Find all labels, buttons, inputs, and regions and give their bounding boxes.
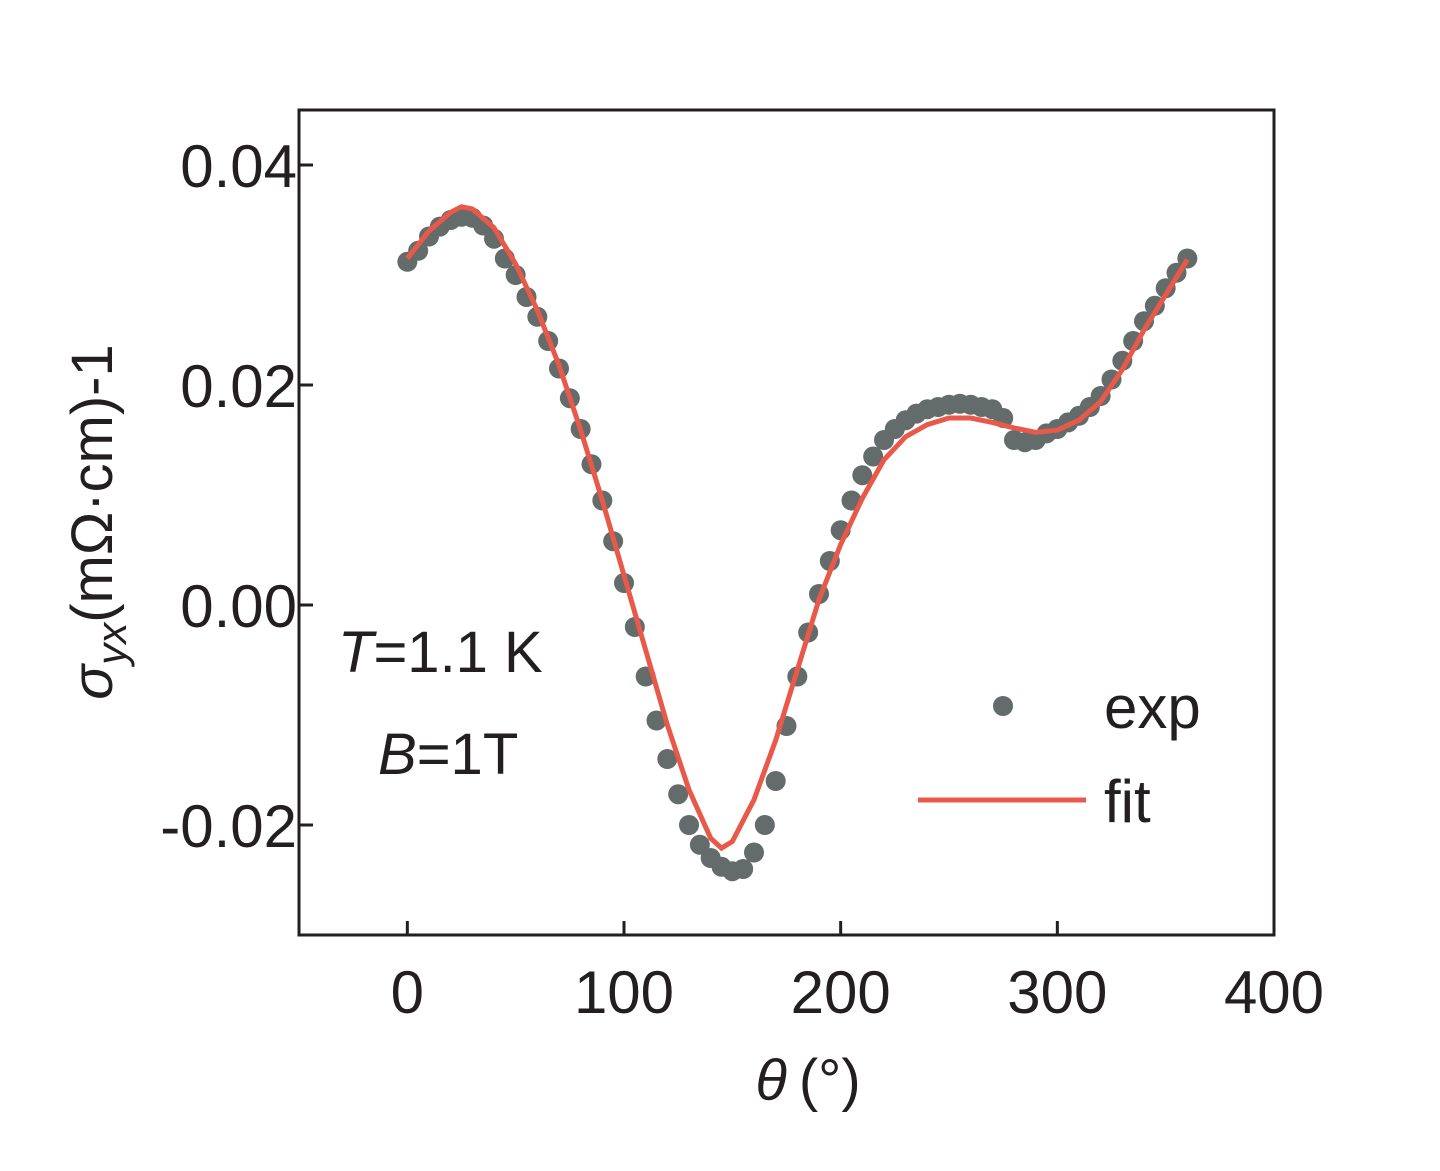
- exp-point: [1177, 248, 1198, 269]
- x-tick-label: 400: [1224, 959, 1324, 1026]
- fit-line: [405, 204, 1190, 852]
- annotation-text: =1T: [417, 722, 519, 787]
- x-tick-label: 200: [791, 959, 891, 1026]
- annotation-symbol: B: [378, 722, 417, 787]
- y-label-symbol: σ: [60, 663, 125, 700]
- y-label-subscript: yx: [88, 621, 135, 668]
- y-tick-label: 0.04: [180, 133, 297, 200]
- y-axis-label: σyx(mΩ·cm)-1: [60, 344, 135, 700]
- annotation-text: =1.1 K: [373, 620, 543, 685]
- exp-point: [646, 710, 667, 731]
- exp-point: [765, 771, 786, 791]
- exp-point: [733, 859, 754, 879]
- exp-point: [668, 784, 689, 805]
- x-label-symbol: θ: [755, 1048, 786, 1113]
- x-tick-label: 300: [1007, 959, 1107, 1026]
- exp-point: [657, 749, 678, 769]
- legend-label: fit: [1104, 768, 1151, 835]
- annotation-symbol: T: [338, 620, 377, 685]
- exp-point: [408, 240, 429, 261]
- x-label-unit: (°): [799, 1048, 861, 1113]
- y-tick-label: 0.00: [180, 573, 297, 640]
- legend-marker: [993, 696, 1013, 716]
- x-axis-label: θ (°): [755, 1048, 860, 1113]
- y-tick-label: 0.02: [180, 353, 297, 420]
- y-tick-label: -0.02: [160, 793, 297, 860]
- exp-point: [689, 834, 710, 855]
- exp-point: [863, 446, 884, 467]
- annotation: B=1T: [378, 722, 518, 787]
- exp-point: [754, 815, 775, 835]
- annotation: T=1.1 K: [338, 620, 543, 685]
- exp-point: [852, 465, 873, 486]
- y-label-unit: (mΩ·cm)-1: [60, 344, 125, 623]
- x-tick-label: 100: [574, 959, 674, 1026]
- plot-frame: [297, 108, 1276, 937]
- exp-point: [679, 815, 699, 835]
- legend-label: exp: [1104, 674, 1201, 741]
- exp-point: [744, 842, 764, 863]
- x-tick-label: 0: [391, 959, 424, 1026]
